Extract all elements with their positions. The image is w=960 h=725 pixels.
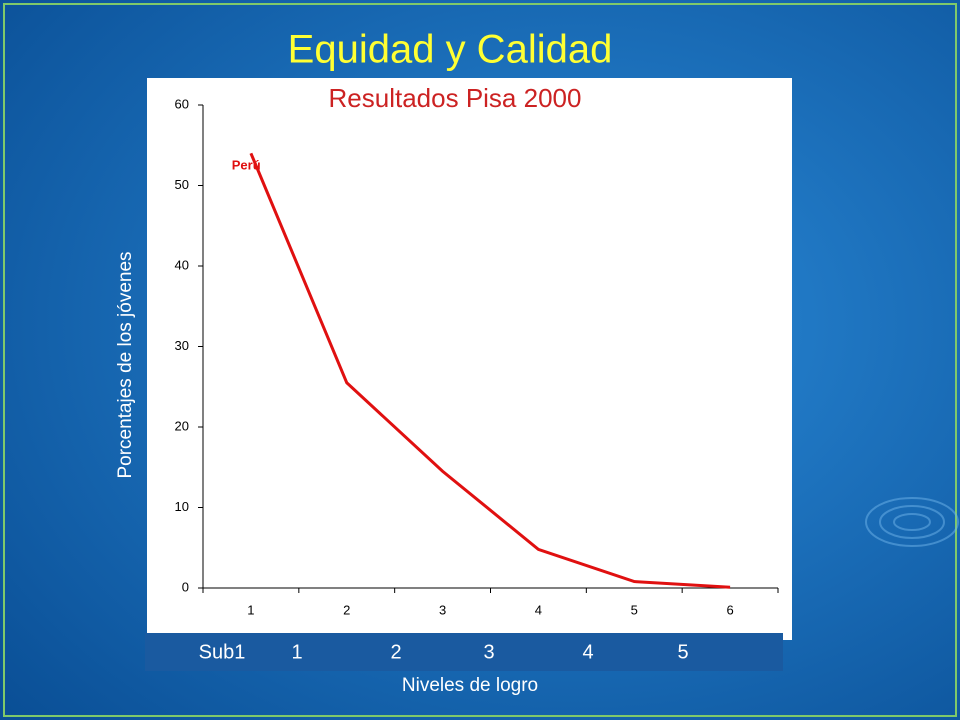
overlay-label: 2 — [390, 641, 401, 663]
x-tick-label: 2 — [343, 602, 350, 617]
overlay-label: Sub1 — [199, 641, 246, 663]
x-tick-label: 6 — [726, 602, 733, 617]
y-tick-label: 50 — [175, 177, 189, 192]
series-label: Perú — [232, 158, 261, 173]
y-tick-label: 10 — [175, 499, 189, 514]
x-tick-label: 4 — [535, 602, 542, 617]
overlay-bar — [145, 633, 783, 671]
y-tick-label: 40 — [175, 257, 189, 272]
y-tick-label: 60 — [175, 96, 189, 111]
subtitle: Resultados Pisa 2000 — [329, 83, 582, 113]
x-axis-label: Niveles de logro — [402, 675, 538, 696]
title: Equidad y Calidad — [288, 28, 613, 72]
x-tick-label: 1 — [247, 602, 254, 617]
overlay-label: 3 — [483, 641, 494, 663]
y-tick-label: 0 — [182, 579, 189, 594]
y-tick-label: 30 — [175, 338, 189, 353]
x-tick-label: 3 — [439, 602, 446, 617]
data-line — [249, 152, 731, 589]
overlay-label: 1 — [291, 641, 302, 663]
x-tick-label: 5 — [631, 602, 638, 617]
overlay-label: 5 — [677, 641, 688, 663]
border — [3, 3, 957, 717]
chart-panel — [147, 78, 792, 640]
ripple-decoration — [865, 497, 959, 547]
overlay-label: 4 — [582, 641, 593, 663]
y-tick-label: 20 — [175, 418, 189, 433]
y-axis-label: Porcentajes de los jóvenes — [115, 251, 136, 478]
